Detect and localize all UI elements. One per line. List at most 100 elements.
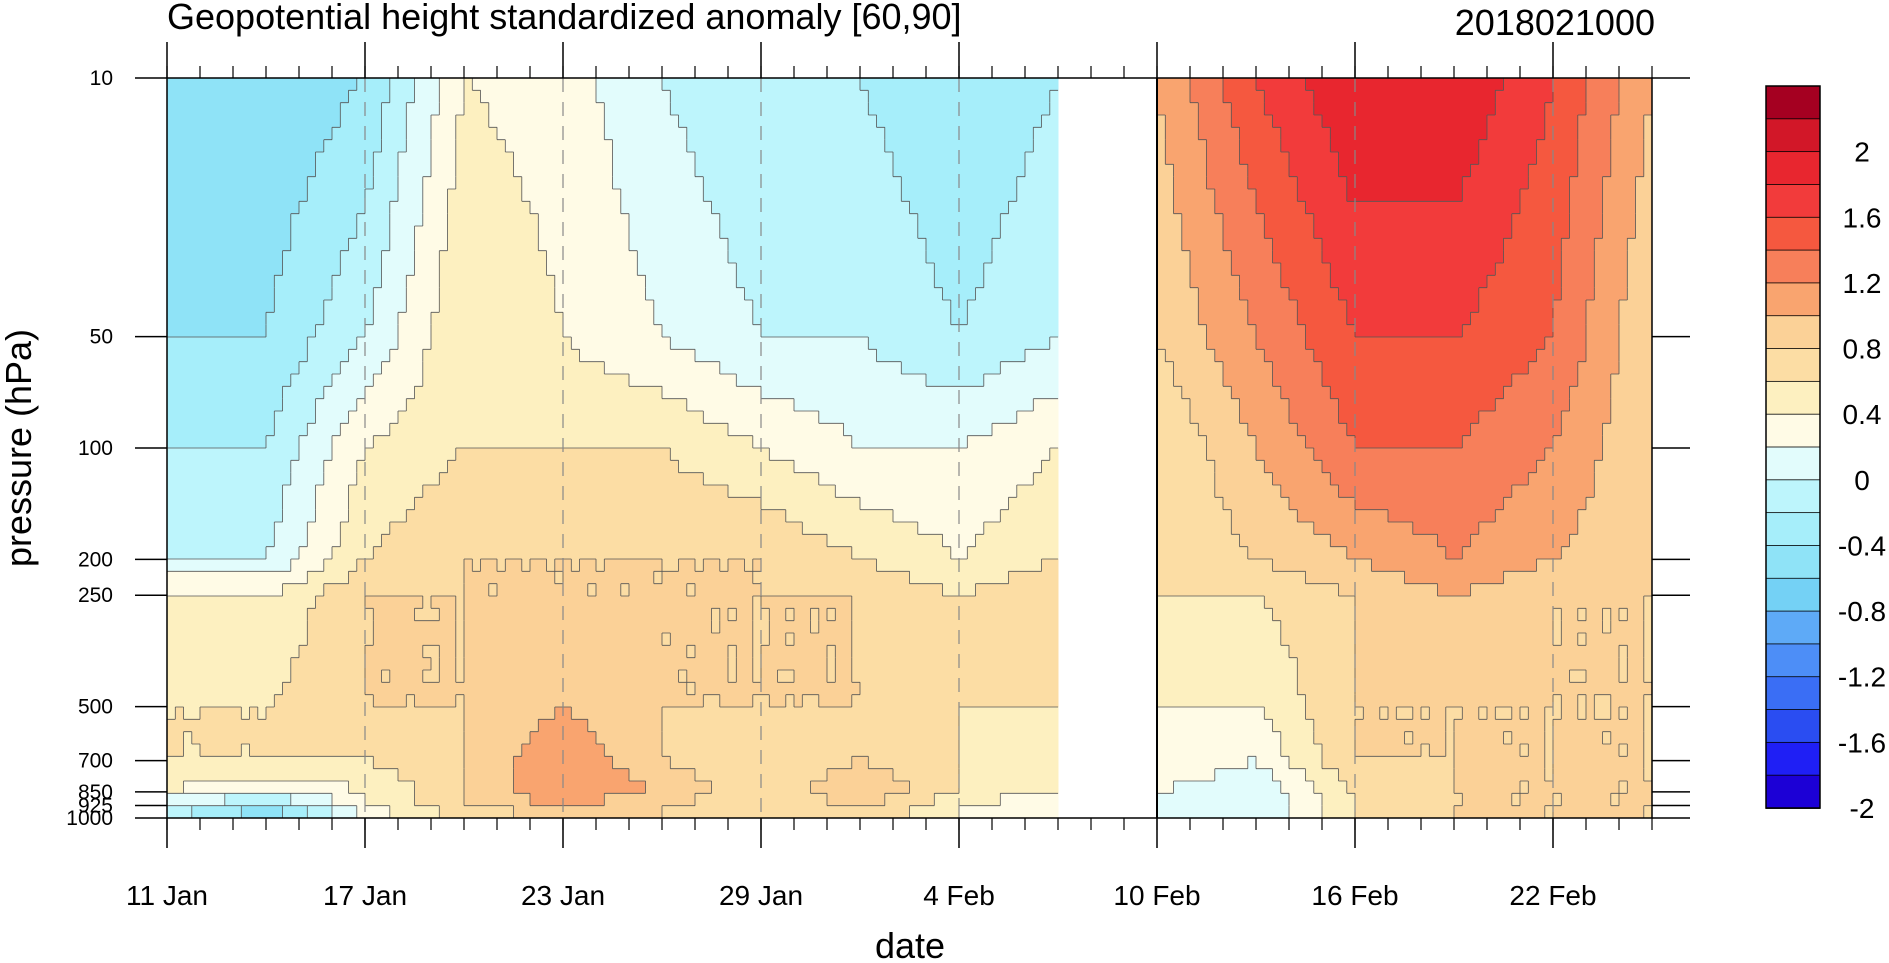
heatmap-cell bbox=[365, 213, 374, 227]
heatmap-cell bbox=[439, 250, 449, 264]
heatmap-cell bbox=[620, 213, 630, 227]
heatmap-cell bbox=[480, 756, 490, 770]
heatmap-cell bbox=[299, 152, 308, 165]
heatmap-cell bbox=[233, 90, 242, 104]
heatmap-cell bbox=[521, 435, 531, 449]
heatmap-cell bbox=[398, 522, 407, 535]
heatmap-cell bbox=[678, 620, 688, 634]
heatmap-cell bbox=[175, 250, 185, 264]
heatmap-cell bbox=[422, 226, 432, 239]
heatmap-cell bbox=[695, 485, 704, 498]
heatmap-cell bbox=[241, 497, 251, 511]
heatmap-cell bbox=[455, 657, 465, 671]
heatmap-cell bbox=[472, 152, 482, 165]
heatmap-cell bbox=[266, 337, 275, 350]
heatmap-cell bbox=[365, 238, 374, 252]
heatmap-cell bbox=[620, 337, 630, 350]
heatmap-cell bbox=[818, 263, 828, 276]
heatmap-cell bbox=[356, 361, 366, 375]
heatmap-cell bbox=[653, 127, 663, 141]
heatmap-cell bbox=[183, 805, 193, 819]
heatmap-cell bbox=[678, 127, 688, 141]
heatmap-cell bbox=[208, 559, 218, 572]
heatmap-cell bbox=[488, 275, 498, 289]
heatmap-cell bbox=[538, 460, 548, 474]
heatmap-cell bbox=[299, 337, 308, 350]
heatmap-cell bbox=[257, 398, 267, 412]
heatmap-cell bbox=[653, 361, 663, 375]
heatmap-cell bbox=[398, 90, 407, 104]
heatmap-cell bbox=[472, 164, 482, 178]
heatmap-cell bbox=[191, 238, 201, 252]
heatmap-cell bbox=[587, 509, 597, 523]
heatmap-cell bbox=[563, 522, 572, 535]
heatmap-cell bbox=[241, 472, 251, 486]
heatmap-cell bbox=[554, 337, 564, 350]
heatmap-cell bbox=[431, 139, 440, 153]
heatmap-cell bbox=[422, 152, 432, 165]
heatmap-cell bbox=[472, 189, 482, 202]
heatmap-cell bbox=[596, 176, 605, 190]
heatmap-cell bbox=[274, 102, 284, 116]
heatmap-cell bbox=[653, 250, 663, 264]
heatmap-cell bbox=[216, 102, 226, 116]
heatmap-cell bbox=[637, 324, 647, 338]
heatmap-cell bbox=[480, 793, 490, 807]
heatmap-cell bbox=[802, 707, 812, 720]
heatmap-cell bbox=[224, 189, 234, 202]
heatmap-cell bbox=[678, 386, 688, 400]
heatmap-cell bbox=[233, 707, 242, 720]
heatmap-cell bbox=[703, 423, 713, 437]
heatmap-cell bbox=[521, 337, 531, 350]
heatmap-cell bbox=[604, 596, 614, 609]
heatmap-cell bbox=[835, 226, 845, 239]
heatmap-cell bbox=[332, 448, 341, 461]
heatmap-cell bbox=[422, 238, 432, 252]
heatmap-cell bbox=[472, 386, 482, 400]
heatmap-cell bbox=[266, 201, 275, 215]
heatmap-cell bbox=[629, 670, 638, 683]
heatmap-cell bbox=[530, 731, 539, 745]
heatmap-cell bbox=[744, 657, 754, 671]
heatmap-cell bbox=[843, 374, 853, 387]
heatmap-cell bbox=[315, 485, 325, 498]
heatmap-cell bbox=[802, 805, 812, 819]
heatmap-cell bbox=[488, 324, 498, 338]
heatmap-cell bbox=[356, 398, 366, 412]
heatmap-cell bbox=[711, 744, 721, 757]
heatmap-cell bbox=[818, 608, 828, 622]
heatmap-cell bbox=[513, 176, 523, 190]
heatmap-cell bbox=[777, 337, 787, 350]
heatmap-cell bbox=[620, 756, 630, 770]
heatmap-cell bbox=[356, 213, 366, 227]
heatmap-cell bbox=[744, 707, 754, 720]
heatmap-cell bbox=[785, 201, 795, 215]
heatmap-cell bbox=[835, 633, 845, 646]
heatmap-cell bbox=[332, 337, 341, 350]
heatmap-cell bbox=[224, 90, 234, 104]
heatmap-cell bbox=[645, 411, 655, 424]
heatmap-cell bbox=[670, 386, 680, 400]
heatmap-cell bbox=[488, 250, 498, 264]
heatmap-cell bbox=[224, 522, 234, 535]
heatmap-cell bbox=[398, 349, 407, 363]
heatmap-cell bbox=[497, 337, 506, 350]
heatmap-cell bbox=[736, 534, 746, 548]
heatmap-cell bbox=[373, 250, 383, 264]
heatmap-cell bbox=[365, 559, 374, 572]
heatmap-cell bbox=[629, 90, 638, 104]
heatmap-cell bbox=[431, 497, 440, 511]
heatmap-cell bbox=[744, 349, 754, 363]
heatmap-cell bbox=[744, 189, 754, 202]
heatmap-cell bbox=[719, 176, 729, 190]
heatmap-cell bbox=[612, 472, 622, 486]
heatmap-cell bbox=[183, 460, 193, 474]
heatmap-cell bbox=[521, 460, 531, 474]
heatmap-cell bbox=[744, 139, 754, 153]
heatmap-cell bbox=[431, 238, 440, 252]
heatmap-cell bbox=[381, 300, 391, 313]
heatmap-cell bbox=[695, 620, 704, 634]
heatmap-cell bbox=[596, 152, 605, 165]
heatmap-cell bbox=[761, 263, 770, 276]
heatmap-cell bbox=[464, 152, 473, 165]
